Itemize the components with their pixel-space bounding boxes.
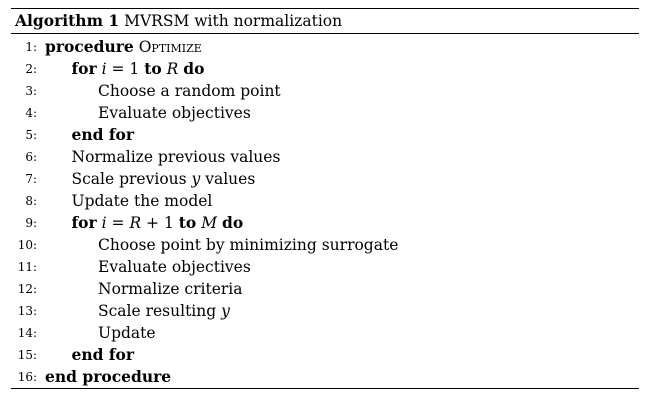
line-number: 1: [25, 40, 37, 54]
text-segment: Choose point by minimizing surrogate [98, 236, 399, 254]
math-variable: y [191, 170, 201, 188]
text-segment: Evaluate objectives [98, 104, 251, 122]
algorithm-title: MVRSM with normalization [124, 12, 343, 30]
line-number: 10: [17, 238, 37, 252]
line-number: 3: [25, 84, 37, 98]
algorithm-label: Algorithm 1 [15, 11, 120, 30]
text-segment: Normalize previous values [71, 148, 281, 166]
math-variable: i [101, 60, 107, 78]
line-text: for i = R + 1 to M do [72, 212, 244, 234]
keyword: do [183, 59, 205, 78]
keyword: to [178, 213, 197, 232]
text-segment: = [106, 214, 130, 232]
math-variable: M [201, 214, 218, 232]
keyword: for [71, 213, 97, 232]
line-text: Normalize previous values [72, 146, 281, 168]
line-text: Evaluate objectives [98, 256, 251, 278]
keyword: procedure [45, 37, 134, 56]
top-rule [11, 8, 639, 9]
text-segment: Evaluate objectives [98, 258, 251, 276]
math-variable: i [101, 214, 107, 232]
keyword: for [71, 59, 97, 78]
caption-rule [11, 33, 639, 34]
keyword: do [222, 213, 244, 232]
line-text: Scale resulting y [98, 300, 230, 322]
text-segment: Update the model [71, 192, 213, 210]
text-segment: + 1 [141, 214, 179, 232]
keyword: end procedure [45, 367, 172, 386]
line-text: Scale previous y values [72, 168, 256, 190]
line-text: end procedure [45, 366, 171, 388]
math-variable: R [166, 60, 179, 78]
algorithm-caption: Algorithm 1 MVRSM with normalization [15, 11, 342, 31]
line-number: 14: [17, 326, 37, 340]
line-text: Evaluate objectives [98, 102, 251, 124]
line-number: 7: [25, 172, 37, 186]
line-text: end for [72, 344, 135, 366]
line-text: procedure Optimize [45, 36, 202, 58]
line-number: 9: [25, 216, 37, 230]
line-number: 16: [17, 370, 37, 384]
line-text: Choose a random point [98, 80, 281, 102]
line-text: end for [72, 124, 135, 146]
keyword: to [144, 59, 162, 78]
keyword: end for [71, 125, 135, 144]
line-text: Choose point by minimizing surrogate [98, 234, 398, 256]
line-number: 13: [17, 304, 37, 318]
line-number: 4: [25, 106, 37, 120]
line-number: 6: [25, 150, 37, 164]
bottom-rule [11, 388, 639, 389]
keyword: end for [71, 345, 135, 364]
text-segment: Choose a random point [98, 82, 281, 100]
line-text: Normalize criteria [98, 278, 242, 300]
line-number: 8: [25, 194, 37, 208]
line-number: 2: [25, 62, 37, 76]
line-number: 11: [17, 260, 37, 274]
math-variable: R [129, 214, 142, 232]
line-text: for i = 1 to R do [72, 58, 205, 80]
text-segment: = 1 [106, 60, 145, 78]
text-segment: Scale resulting [98, 302, 222, 320]
line-number: 12: [17, 282, 37, 296]
text-segment: values [200, 170, 256, 188]
procedure-name: Optimize [138, 38, 202, 56]
text-segment: Scale previous [71, 170, 192, 188]
line-text: Update the model [72, 190, 213, 212]
line-text: Update [98, 322, 156, 344]
math-variable: y [221, 302, 230, 320]
text-segment: Update [98, 324, 156, 342]
line-number: 15: [17, 348, 37, 362]
text-segment: Normalize criteria [98, 280, 243, 298]
line-number: 5: [25, 128, 37, 142]
